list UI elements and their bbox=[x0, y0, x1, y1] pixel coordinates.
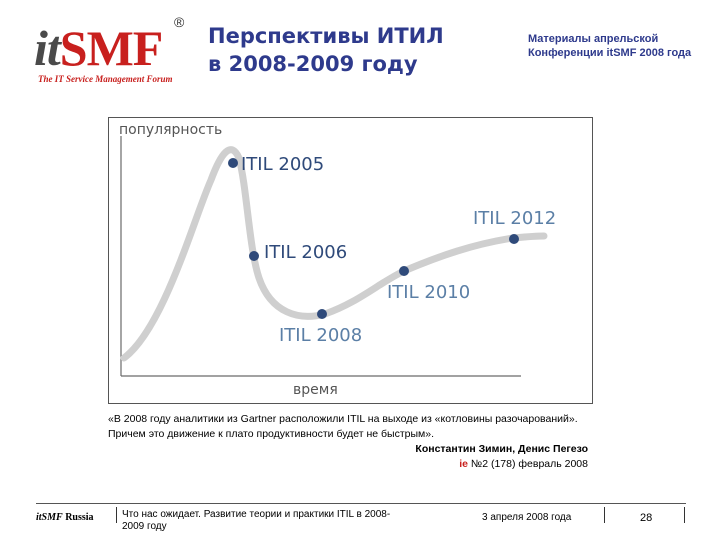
page-number: 28 bbox=[640, 512, 653, 524]
logo-tagline: The IT Service Management Forum bbox=[38, 74, 173, 84]
x-axis-label: время bbox=[293, 382, 338, 398]
label-itil-2005: ITIL 2005 bbox=[241, 154, 324, 175]
label-itil-2010: ITIL 2010 bbox=[387, 282, 470, 303]
footer-separator bbox=[116, 507, 117, 523]
hype-cycle-svg: популярность время ITIL 2005 ITIL 2006 I… bbox=[119, 122, 556, 398]
point-itil-2010 bbox=[399, 266, 409, 276]
label-itil-2006: ITIL 2006 bbox=[264, 242, 347, 263]
footer-subtitle: Что нас ожидает. Развитие теории и практ… bbox=[122, 509, 391, 532]
footer-separator bbox=[684, 507, 685, 523]
point-itil-2005 bbox=[228, 158, 238, 168]
point-itil-2006 bbox=[249, 251, 259, 261]
footer-divider bbox=[36, 503, 686, 504]
conference-note: Материалы апрельской Конференции itSMF 2… bbox=[528, 33, 692, 59]
slide-title: Перспективы ИТИЛ в 2008-2009 году bbox=[208, 24, 444, 76]
quote-text: «В 2008 году аналитики из Gartner распол… bbox=[108, 413, 578, 440]
hype-cycle-diagram: популярность время ITIL 2005 ITIL 2006 I… bbox=[108, 117, 593, 404]
footer-separator bbox=[604, 507, 605, 523]
y-axis-label: популярность bbox=[119, 122, 222, 138]
itsmf-logo: itSMF ® The IT Service Management Forum bbox=[34, 14, 194, 88]
registered-mark: ® bbox=[174, 14, 185, 30]
point-itil-2012 bbox=[509, 234, 519, 244]
quote-source: ie №2 (178) февраль 2008 bbox=[459, 458, 588, 470]
label-itil-2012: ITIL 2012 bbox=[473, 208, 556, 229]
logo-wordmark: itSMF bbox=[34, 20, 163, 76]
footer-date: 3 апреля 2008 года bbox=[482, 512, 572, 523]
point-itil-2008 bbox=[317, 309, 327, 319]
quote-block: «В 2008 году аналитики из Gartner распол… bbox=[108, 412, 588, 472]
hype-curve bbox=[120, 146, 548, 362]
label-itil-2008: ITIL 2008 bbox=[279, 325, 362, 346]
quote-author: Константин Зимин, Денис Пегезо bbox=[415, 443, 588, 455]
footer-brand: itSMF Russia bbox=[36, 512, 94, 523]
